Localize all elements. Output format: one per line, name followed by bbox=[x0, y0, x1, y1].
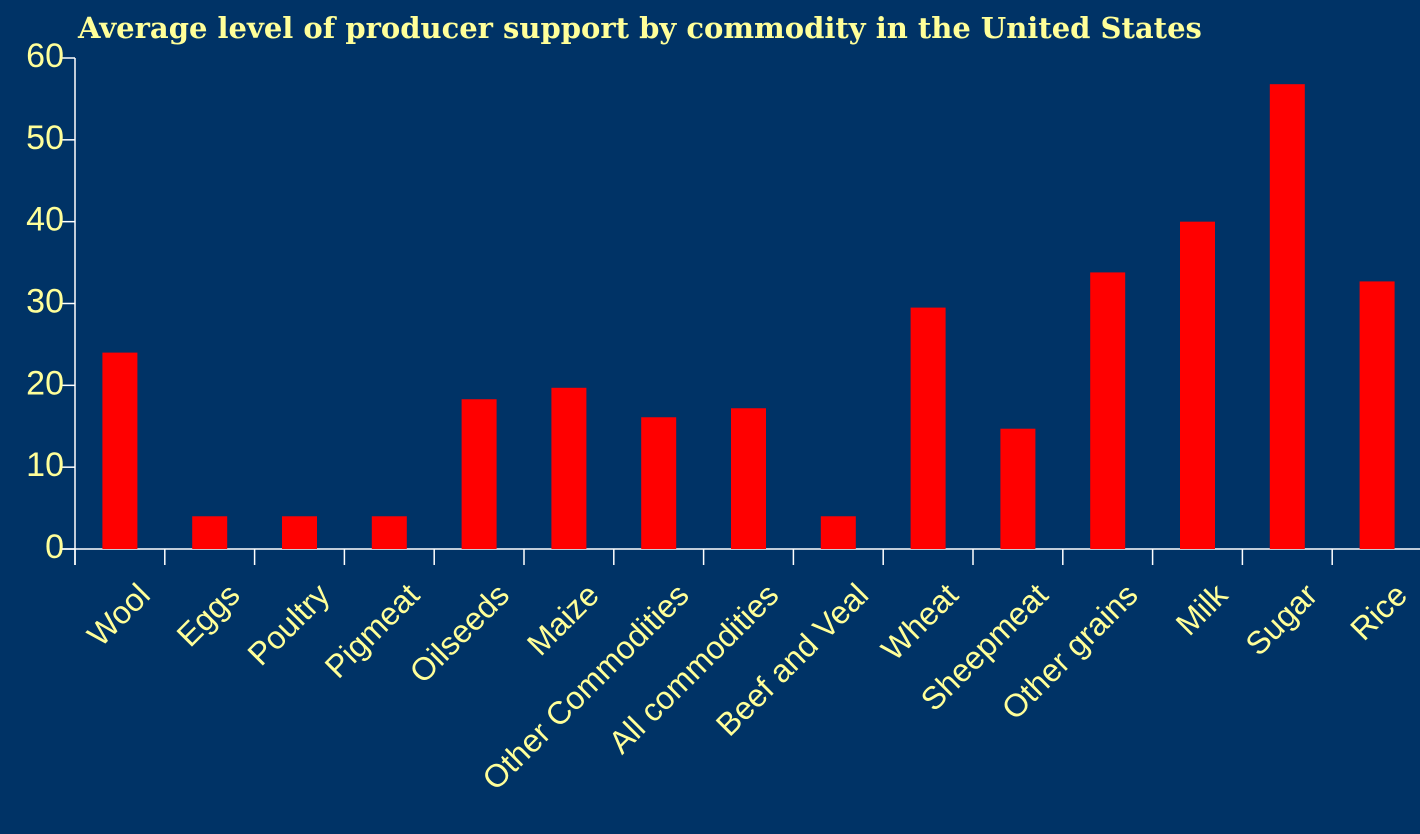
bar bbox=[551, 387, 587, 549]
x-tick-label: Wool bbox=[80, 576, 157, 653]
x-tick-label: Sugar bbox=[1238, 576, 1324, 662]
y-tick-label: 0 bbox=[45, 528, 64, 566]
bar bbox=[371, 516, 407, 549]
y-tick-label: 50 bbox=[26, 119, 64, 157]
bar bbox=[1269, 84, 1305, 549]
chart-title: Average level of producer support by com… bbox=[78, 11, 1202, 45]
x-tick-label: Oilseeds bbox=[403, 576, 516, 689]
x-tick-label: Eggs bbox=[170, 576, 247, 653]
bar bbox=[641, 417, 677, 549]
bar bbox=[102, 352, 138, 549]
bar bbox=[461, 399, 497, 549]
bar bbox=[910, 307, 946, 549]
x-tick-label: Milk bbox=[1169, 576, 1235, 642]
x-axis bbox=[62, 548, 1420, 565]
y-tick-label: 20 bbox=[26, 364, 64, 402]
y-axis: 0 10 20 30 40 50 60 bbox=[26, 37, 76, 566]
bar bbox=[820, 516, 856, 549]
bar bbox=[1180, 221, 1215, 549]
bar bbox=[731, 408, 766, 549]
y-tick-label: 60 bbox=[26, 37, 64, 75]
bar bbox=[192, 516, 228, 549]
y-tick-label: 30 bbox=[26, 282, 64, 320]
bar bbox=[1090, 272, 1126, 549]
bar bbox=[1359, 281, 1395, 549]
y-tick-label: 10 bbox=[26, 446, 64, 484]
x-tick-label: Maize bbox=[520, 576, 606, 662]
bar-series bbox=[102, 84, 1395, 549]
y-tick-label: 40 bbox=[26, 201, 64, 239]
bar bbox=[282, 516, 317, 549]
x-tick-label: Rice bbox=[1343, 576, 1414, 647]
bar bbox=[1000, 428, 1036, 549]
